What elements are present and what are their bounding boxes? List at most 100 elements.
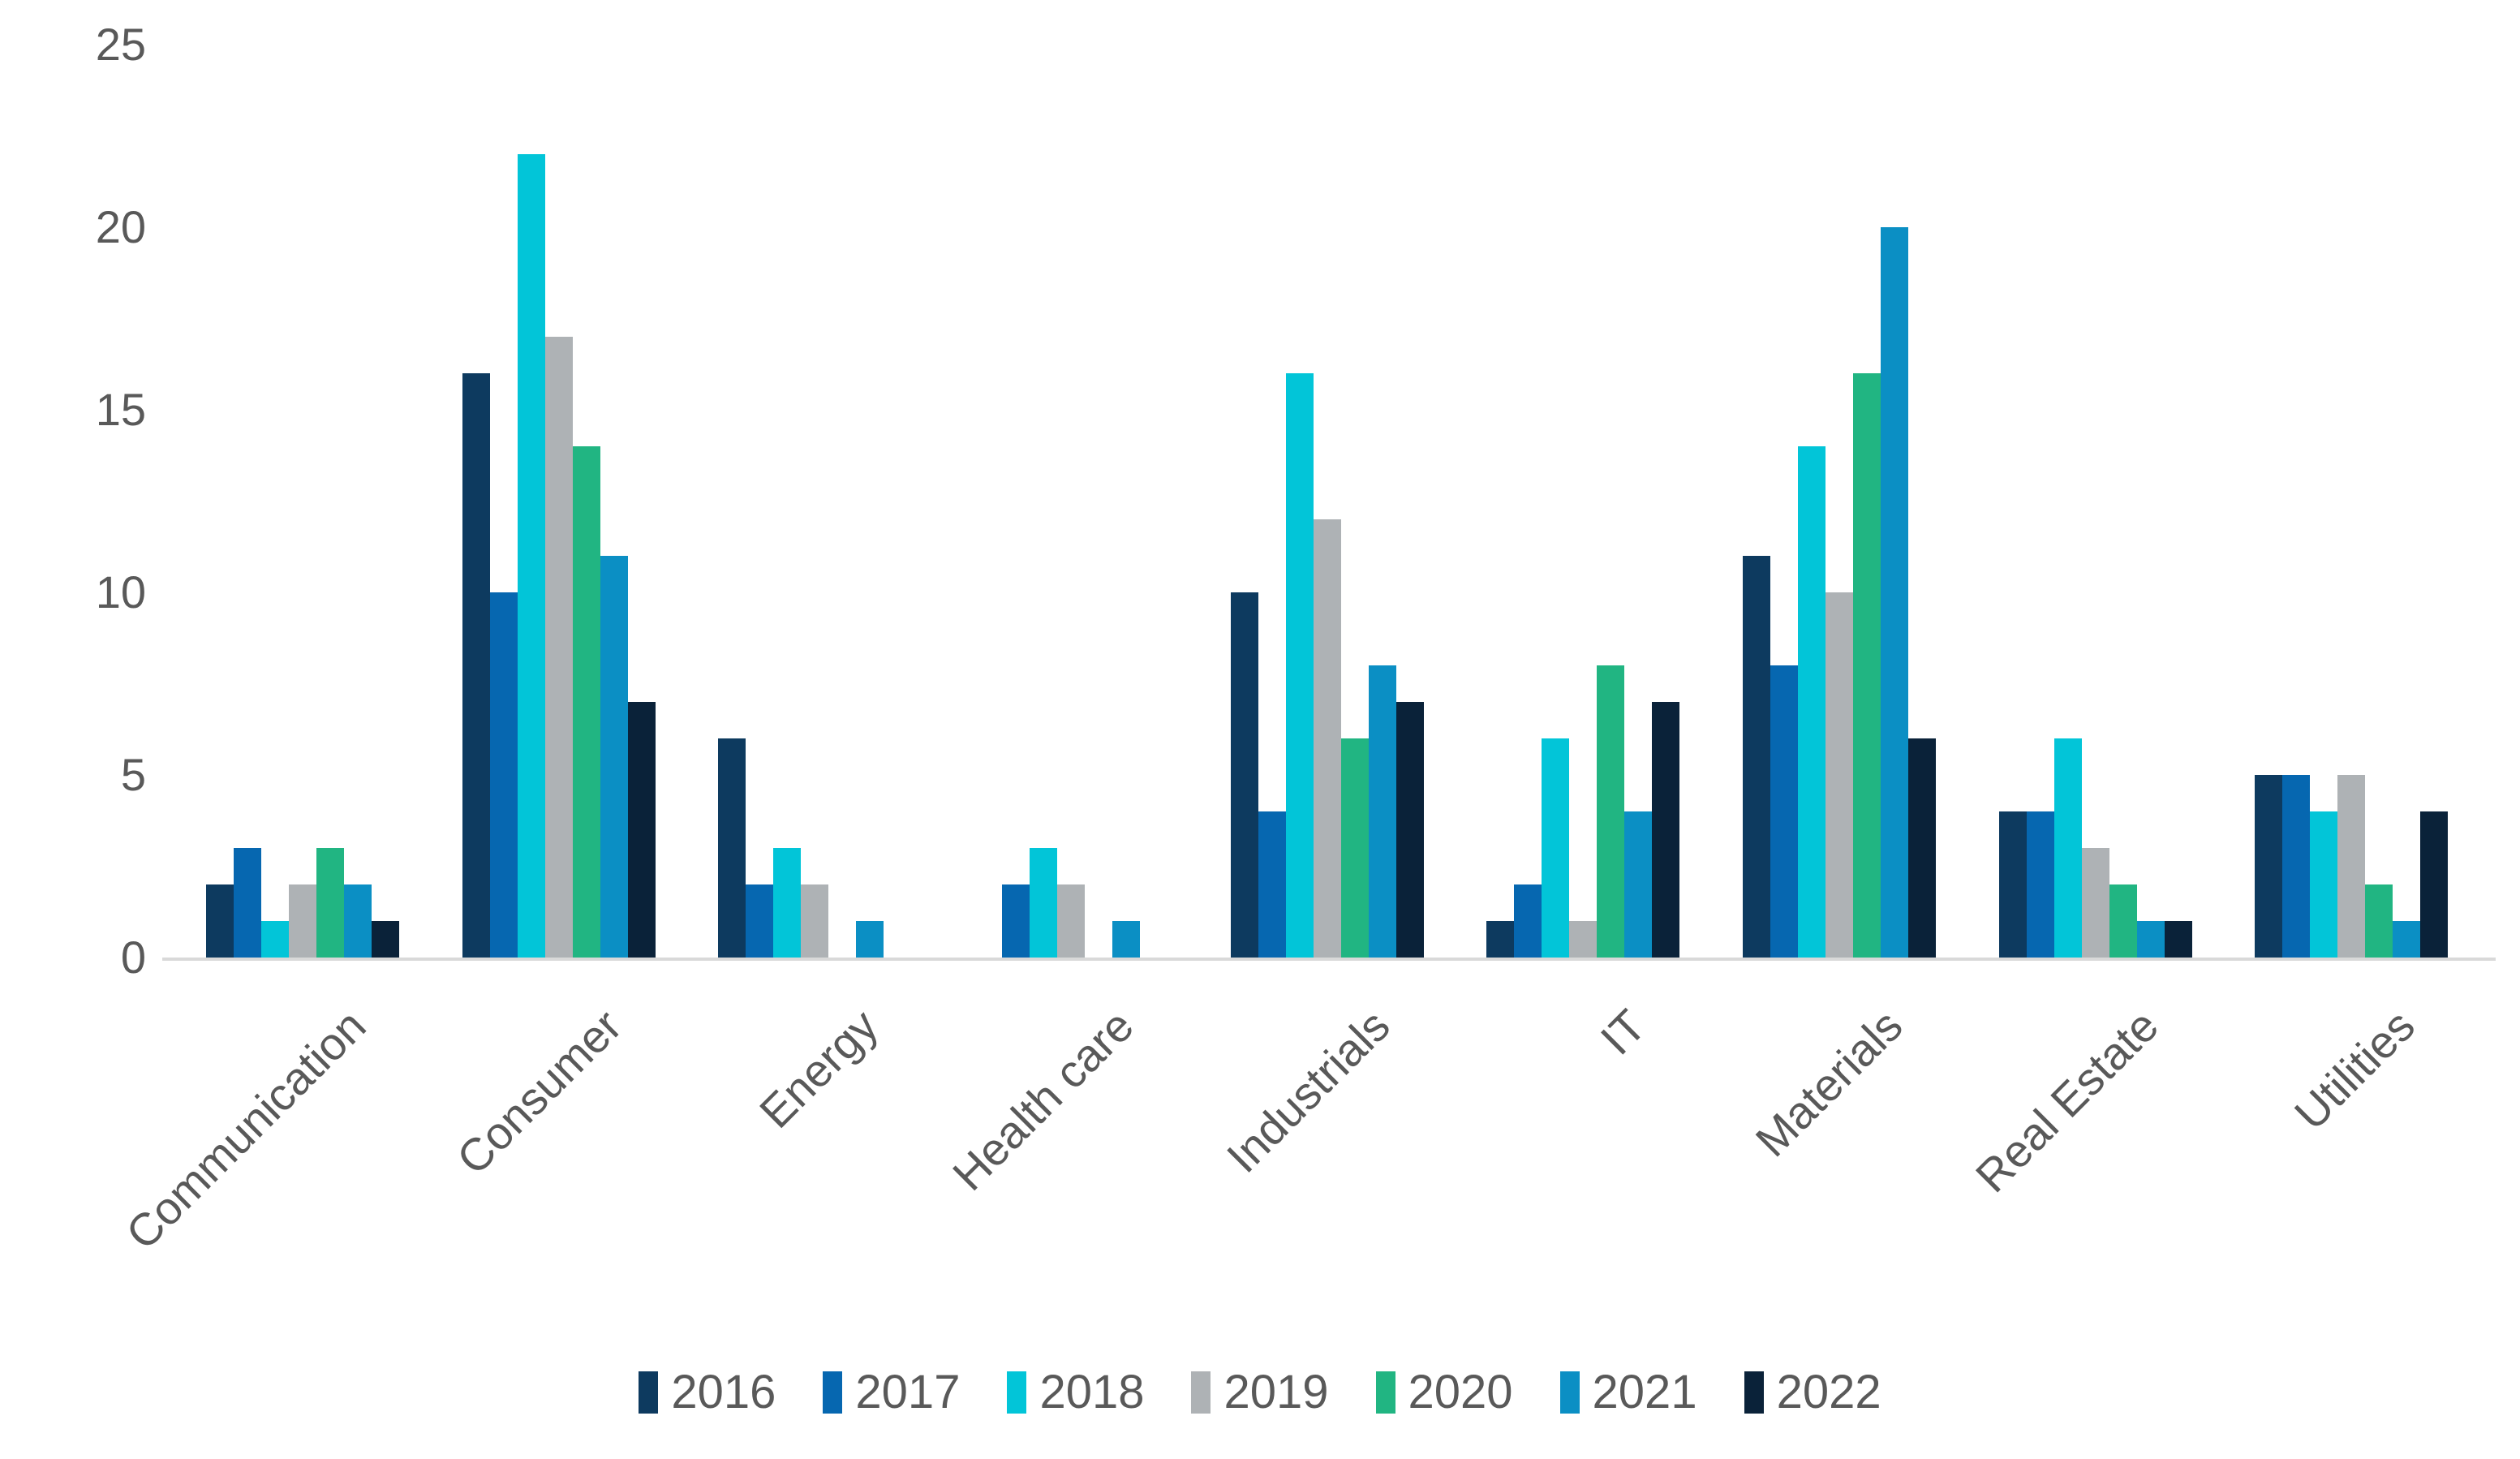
category-group <box>2255 775 2449 958</box>
bar-2017 <box>2026 811 2054 958</box>
bar-2019 <box>1825 592 1853 958</box>
bar-2019 <box>544 337 573 958</box>
y-tick-label: 20 <box>95 201 146 252</box>
x-axis-label: IT <box>1590 1000 1656 1065</box>
category-slot <box>1455 45 1711 958</box>
category-group <box>1998 738 2192 958</box>
plot-area <box>174 45 2479 958</box>
bar-2018 <box>1542 738 1570 958</box>
legend-item-2022: 2022 <box>1744 1365 1881 1419</box>
bar-2022 <box>2420 811 2449 958</box>
bar-2018 <box>2310 811 2338 958</box>
category-slot <box>1199 45 1456 958</box>
category-group <box>205 848 399 958</box>
bar-2022 <box>2164 921 2192 958</box>
category-group <box>1230 373 1424 958</box>
legend-label: 2021 <box>1592 1366 1697 1418</box>
bar-2020 <box>1597 665 1625 958</box>
category-group <box>1486 665 1680 958</box>
legend-marker-icon <box>1744 1371 1764 1414</box>
category-group <box>718 738 911 958</box>
bar-2020 <box>1852 373 1881 958</box>
bar-2017 <box>1770 665 1798 958</box>
legend-marker-icon <box>639 1371 659 1414</box>
x-axis-label: Consumer <box>446 1000 632 1185</box>
category-slot <box>2223 45 2479 958</box>
legend-label: 2020 <box>1408 1366 1513 1418</box>
bar-2016 <box>462 373 490 958</box>
category-slot <box>431 45 687 958</box>
y-tick-label: 10 <box>95 566 146 618</box>
y-tick-label: 0 <box>120 932 146 983</box>
bar-2019 <box>1056 884 1085 958</box>
bar-2020 <box>316 848 344 958</box>
category-slot <box>943 45 1199 958</box>
legend-item-2020: 2020 <box>1375 1365 1513 1419</box>
bar-2016 <box>1230 592 1258 958</box>
bar-2019 <box>288 884 316 958</box>
bar-2022 <box>1652 702 1680 958</box>
bar-2019 <box>1313 519 1341 958</box>
bar-2016 <box>1998 811 2027 958</box>
x-axis-line <box>162 958 2496 961</box>
bar-2022 <box>1395 702 1424 958</box>
bar-2018 <box>517 154 545 958</box>
legend-marker-icon <box>1559 1371 1580 1414</box>
legend: 2016 2017 2018 2019 2020 2021 2022 <box>0 1365 2520 1419</box>
bar-2019 <box>801 884 829 958</box>
legend-marker-icon <box>1191 1371 1211 1414</box>
bar-2016 <box>1742 556 1770 958</box>
x-axis-label: Communication <box>115 1000 376 1259</box>
category-group <box>462 154 656 958</box>
legend-item-2019: 2019 <box>1191 1365 1329 1419</box>
bar-2021 <box>1880 227 1908 958</box>
x-axis-label: Utilities <box>2284 1000 2424 1140</box>
bar-2021 <box>856 921 884 958</box>
bar-2017 <box>233 848 261 958</box>
bar-2019 <box>1569 921 1598 958</box>
category-slot <box>1711 45 1967 958</box>
legend-marker-icon <box>1375 1371 1395 1414</box>
category-slot <box>1967 45 2224 958</box>
x-axis-label: Materials <box>1745 1000 1912 1167</box>
category-slot <box>174 45 431 958</box>
bar-2018 <box>260 921 289 958</box>
bar-2022 <box>371 921 399 958</box>
bar-2016 <box>2255 775 2283 958</box>
bar-2018 <box>773 848 802 958</box>
bar-2017 <box>1514 884 1542 958</box>
legend-item-2017: 2017 <box>823 1365 960 1419</box>
bar-2016 <box>1486 921 1515 958</box>
bar-2021 <box>343 884 372 958</box>
bar-2017 <box>489 592 518 958</box>
legend-label: 2022 <box>1776 1366 1881 1418</box>
bar-2021 <box>600 556 628 958</box>
legend-label: 2019 <box>1223 1366 1329 1418</box>
category-group <box>1742 227 1936 958</box>
bar-2020 <box>1340 738 1369 958</box>
y-tick-label: 5 <box>120 749 146 800</box>
legend-item-2021: 2021 <box>1559 1365 1697 1419</box>
legend-label: 2016 <box>671 1366 776 1418</box>
x-axis-label: Industrials <box>1217 1000 1400 1183</box>
bar-2019 <box>2081 848 2109 958</box>
legend-marker-icon <box>1007 1371 1027 1414</box>
x-axis-label: Energy <box>749 1000 888 1138</box>
x-axis-label: Real Estate <box>1965 1000 2169 1203</box>
y-tick-label: 15 <box>95 384 146 435</box>
bar-2021 <box>1624 811 1653 958</box>
bar-2016 <box>718 738 746 958</box>
bar-2018 <box>1797 446 1825 958</box>
bar-2020 <box>572 446 600 958</box>
bar-2016 <box>205 884 234 958</box>
bar-2021 <box>1368 665 1396 958</box>
y-tick-label: 25 <box>95 19 146 70</box>
bar-2017 <box>1258 811 1286 958</box>
bar-2018 <box>2053 738 2082 958</box>
legend-label: 2017 <box>855 1366 961 1418</box>
bar-2017 <box>1001 884 1030 958</box>
x-axis-label: Health care <box>943 1000 1144 1201</box>
legend-item-2016: 2016 <box>639 1365 776 1419</box>
legend-label: 2018 <box>1039 1366 1145 1418</box>
